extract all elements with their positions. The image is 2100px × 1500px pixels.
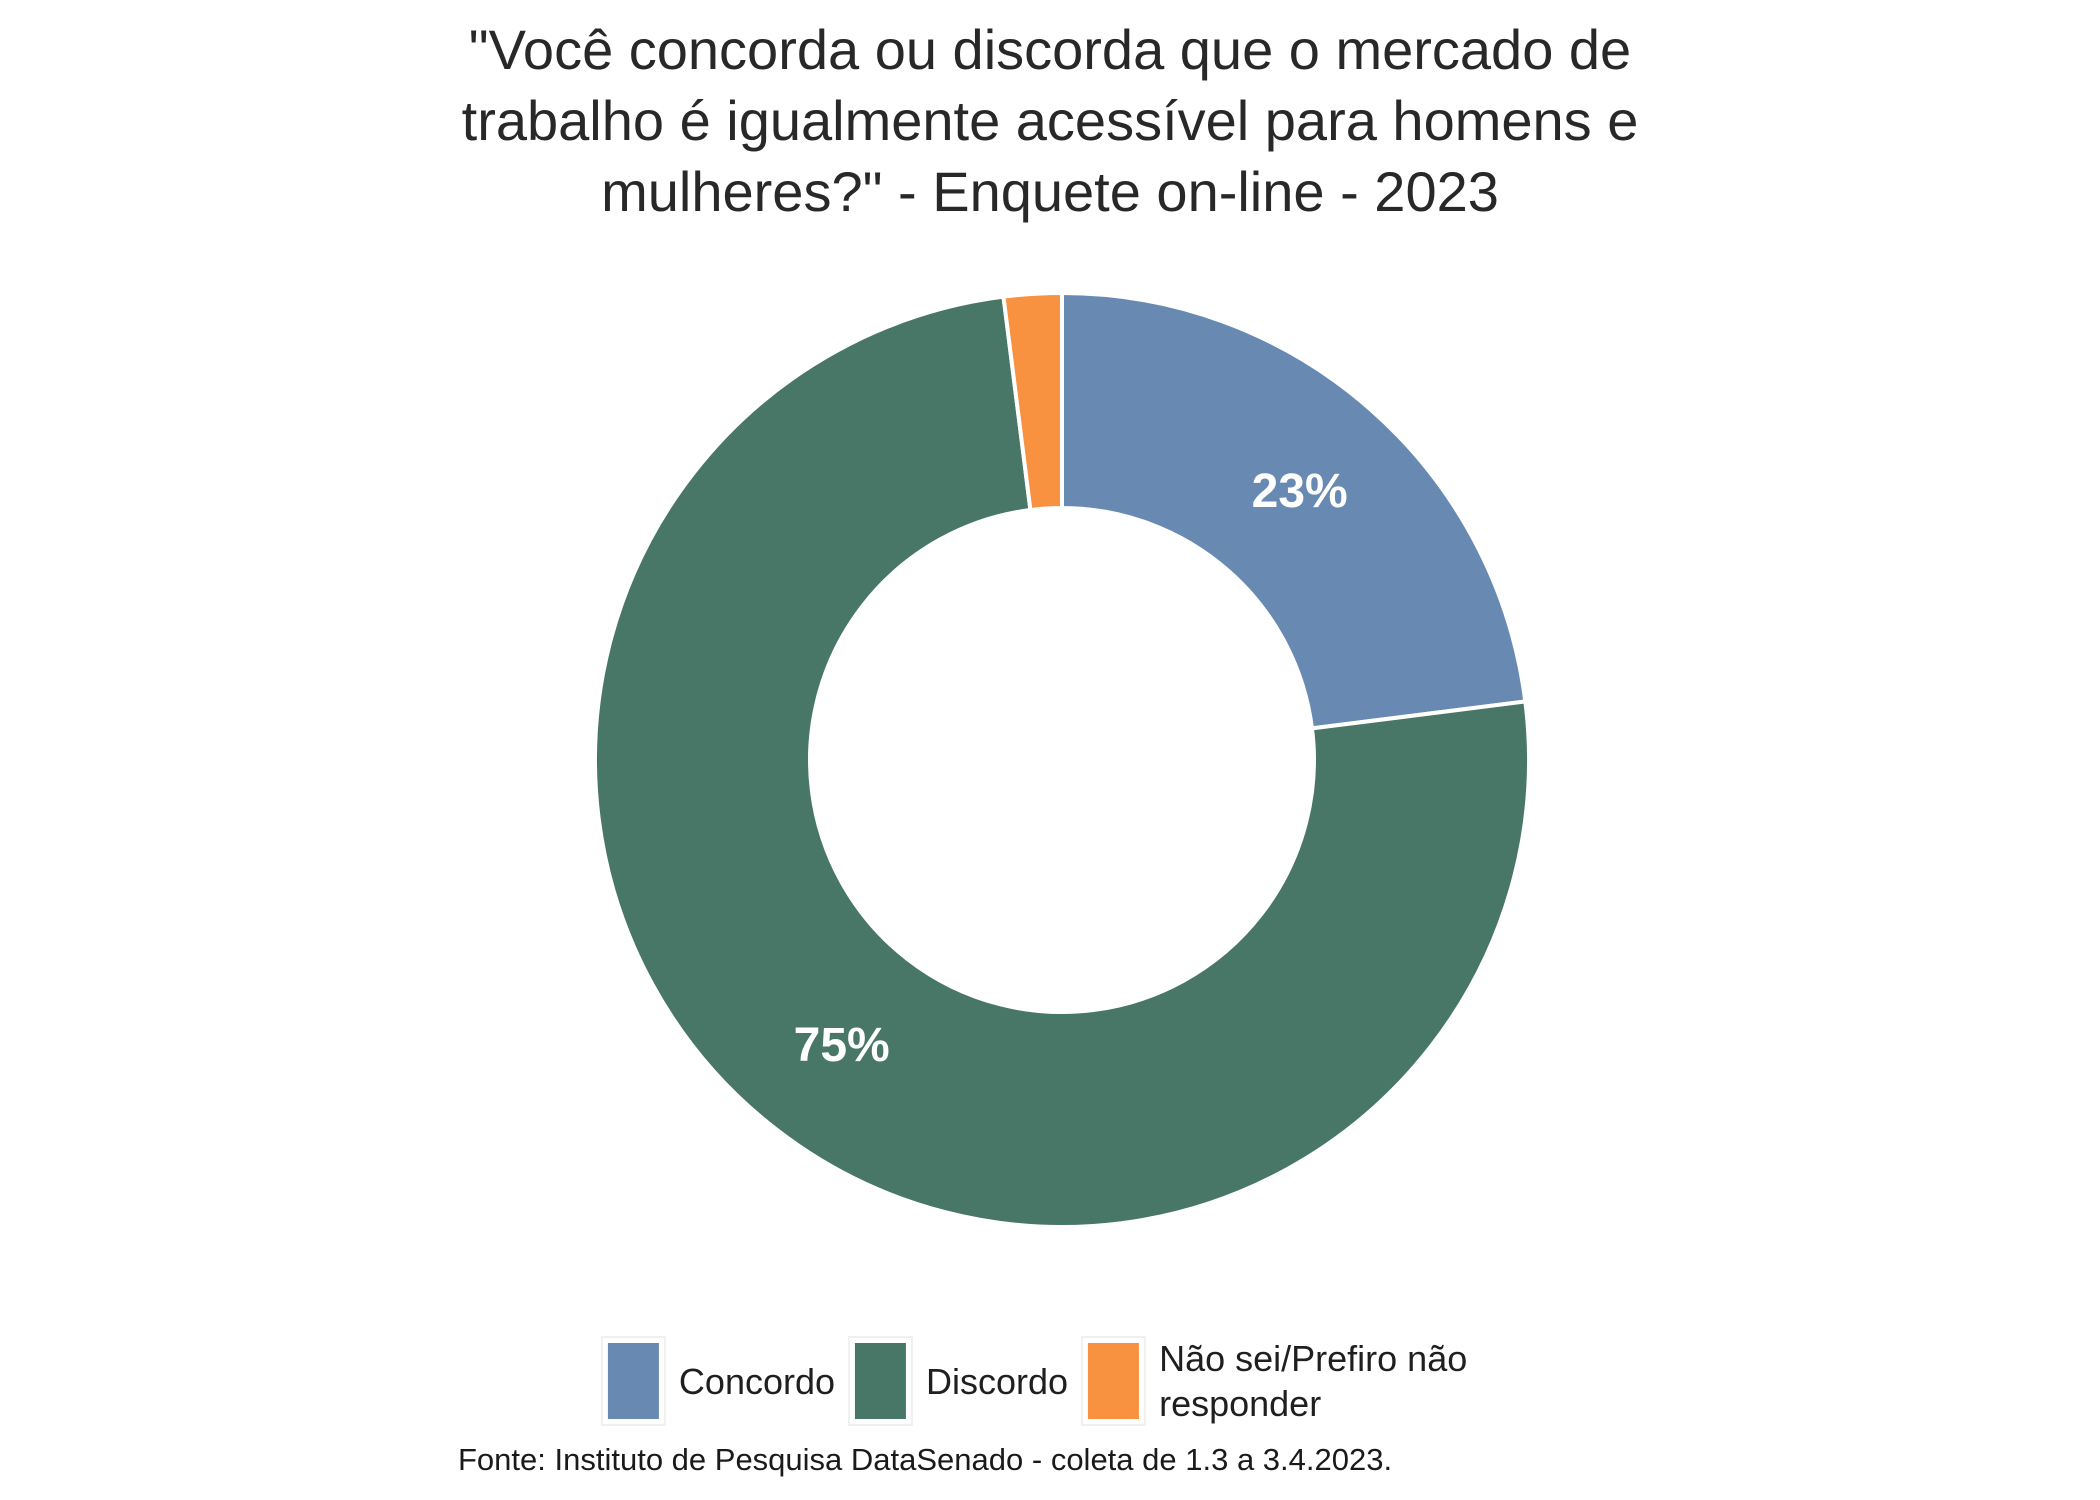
slice-label-1: 23% xyxy=(1252,465,1348,518)
legend-key-concordo xyxy=(600,1336,666,1426)
legend-label-discordo: Discordo xyxy=(926,1360,1069,1402)
chart-title-line-2: trabalho é igualmente acessível para hom… xyxy=(461,89,1639,152)
chart-legend: Concordo Discordo Não sei/Prefiro não re… xyxy=(600,1336,1539,1426)
legend-swatch-nao-sei xyxy=(1088,1343,1140,1419)
slice-label-2: 75% xyxy=(794,1019,890,1072)
chart-title-line-3: mulheres?" - Enquete on-line - 2023 xyxy=(601,160,1499,223)
donut-slice-1 xyxy=(1060,290,1528,731)
chart-title: "Você concorda ou discorda que o mercado… xyxy=(0,14,2100,227)
donut-slice-3 xyxy=(1001,290,1064,513)
chart-title-line-1: "Você concorda ou discorda que o mercado… xyxy=(468,18,1632,81)
source-note: Fonte: Instituto de Pesquisa DataSenado … xyxy=(458,1442,1393,1477)
donut-slice-2 xyxy=(593,294,1531,1229)
donut-chart: 23% 75% xyxy=(582,280,1542,1240)
legend-swatch-concordo xyxy=(607,1343,659,1419)
legend-label-concordo: Concordo xyxy=(678,1360,836,1402)
legend-key-nao-sei xyxy=(1081,1336,1147,1426)
donut-svg: 23% 75% xyxy=(593,290,1531,1229)
legend-swatch-discordo xyxy=(855,1343,907,1419)
legend-label-nao-sei: Não sei/Prefiro não responder xyxy=(1159,1338,1468,1424)
legend-key-discordo xyxy=(848,1336,914,1426)
